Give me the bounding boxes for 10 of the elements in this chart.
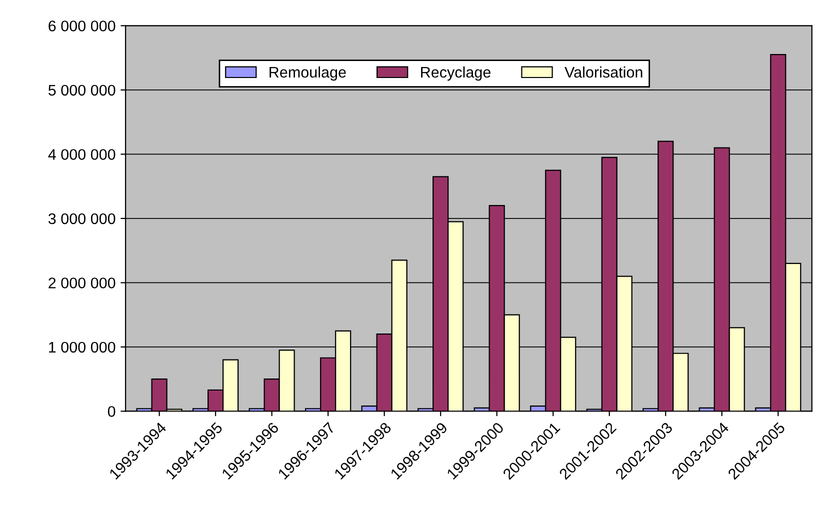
legend-label: Valorisation xyxy=(564,66,642,78)
legend-label: Recyclage xyxy=(421,66,490,81)
legend-label: Remoulage xyxy=(270,66,346,81)
y-tick-label: 5 000 000 xyxy=(48,84,116,96)
y-tick-label: 4 000 000 xyxy=(48,149,116,160)
y-tick-label: 1 000 000 xyxy=(49,342,116,353)
y-tick-label: 6 000 000 xyxy=(48,20,116,32)
y-tick-label: 0 xyxy=(108,406,116,417)
y-tick-label: 2 000 000 xyxy=(48,278,116,288)
y-tick-label: 3 000 000 xyxy=(48,213,116,224)
